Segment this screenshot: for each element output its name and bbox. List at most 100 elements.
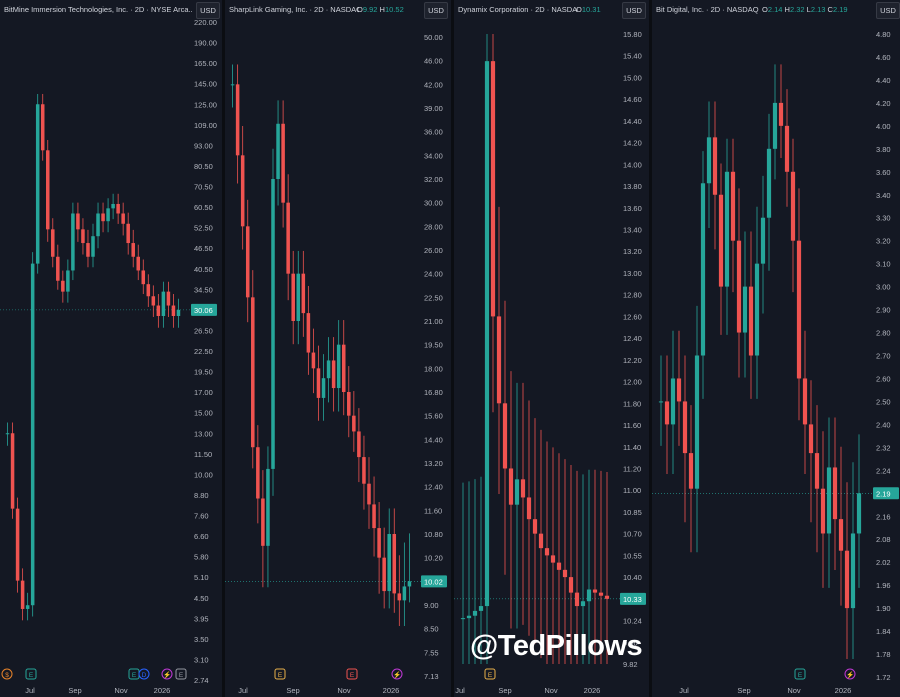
candle[interactable] xyxy=(306,285,311,375)
candle[interactable] xyxy=(490,34,496,413)
pane-divider[interactable] xyxy=(222,0,225,697)
candle[interactable] xyxy=(126,212,130,255)
candle[interactable] xyxy=(261,470,265,588)
candle[interactable] xyxy=(520,382,526,625)
candle[interactable] xyxy=(550,447,556,664)
candle[interactable] xyxy=(604,472,610,664)
candle[interactable] xyxy=(682,355,688,523)
candle[interactable] xyxy=(736,188,742,378)
candle[interactable] xyxy=(271,148,275,496)
candle[interactable] xyxy=(301,250,306,337)
candle[interactable] xyxy=(688,405,694,553)
candle[interactable] xyxy=(15,497,20,593)
candle[interactable] xyxy=(562,459,568,664)
candle[interactable] xyxy=(251,270,255,469)
currency-button[interactable]: USD xyxy=(196,2,220,19)
candle[interactable] xyxy=(281,100,285,228)
candle[interactable] xyxy=(754,206,760,399)
candle[interactable] xyxy=(387,508,391,609)
candle[interactable] xyxy=(245,199,250,323)
candle[interactable] xyxy=(121,202,125,236)
candle[interactable] xyxy=(802,330,808,474)
earnings-event-icon[interactable]: E xyxy=(128,668,140,680)
earnings-event-icon[interactable]: E xyxy=(484,668,496,680)
candle[interactable] xyxy=(61,270,65,303)
chart-pane-dynamix[interactable]: 15.80 15.40 15.00 14.60 14.40 14.20 14.00 13.80… xyxy=(454,0,649,697)
chart-pane-sharplink[interactable]: 50.00 46.00 42.00 39.00 36.00 34.00 32.00 30.00… xyxy=(225,0,451,697)
candle[interactable] xyxy=(352,391,356,452)
candle[interactable] xyxy=(407,533,412,603)
candle[interactable] xyxy=(700,151,706,399)
candle[interactable] xyxy=(266,446,270,588)
candle[interactable] xyxy=(402,542,407,627)
candle[interactable] xyxy=(808,380,814,523)
currency-button[interactable]: USD xyxy=(424,2,448,19)
candle[interactable] xyxy=(478,476,484,664)
candle[interactable] xyxy=(91,223,95,268)
candle[interactable] xyxy=(116,193,120,224)
chart-svg-sharplink[interactable]: 50.00 46.00 42.00 39.00 36.00 34.00 32.00 30.00… xyxy=(225,0,451,697)
candle[interactable] xyxy=(151,285,156,317)
candle[interactable] xyxy=(460,482,466,664)
candle[interactable] xyxy=(101,202,105,233)
currency-button[interactable]: USD xyxy=(622,2,646,19)
candle[interactable] xyxy=(580,474,586,664)
candle[interactable] xyxy=(832,417,838,571)
pane-divider[interactable] xyxy=(451,0,454,697)
candle[interactable] xyxy=(96,202,100,249)
candle[interactable] xyxy=(742,231,748,378)
candle[interactable] xyxy=(466,481,472,664)
candle[interactable] xyxy=(5,422,10,446)
candle[interactable] xyxy=(592,469,598,664)
candle[interactable] xyxy=(362,435,366,510)
candle[interactable] xyxy=(796,188,802,421)
candle[interactable] xyxy=(838,446,844,606)
candle[interactable] xyxy=(276,100,280,206)
candle[interactable] xyxy=(844,482,850,660)
candle[interactable] xyxy=(760,175,766,314)
candle[interactable] xyxy=(66,259,70,303)
candle[interactable] xyxy=(321,354,326,421)
candle[interactable] xyxy=(502,300,508,575)
candle[interactable] xyxy=(176,298,181,328)
candle[interactable] xyxy=(772,64,778,180)
candle[interactable] xyxy=(814,405,820,553)
candle[interactable] xyxy=(730,138,736,293)
candle[interactable] xyxy=(336,320,341,412)
candle[interactable] xyxy=(131,229,135,268)
candle[interactable] xyxy=(256,425,260,524)
candle[interactable] xyxy=(568,465,574,664)
candle[interactable] xyxy=(56,244,60,290)
candle[interactable] xyxy=(820,431,826,588)
candle[interactable] xyxy=(508,371,514,629)
candle[interactable] xyxy=(484,34,490,664)
candle[interactable] xyxy=(784,89,790,207)
candle[interactable] xyxy=(712,101,718,250)
candle[interactable] xyxy=(574,470,580,664)
candle[interactable] xyxy=(367,457,371,529)
candle[interactable] xyxy=(45,139,50,242)
news-event-icon[interactable]: ⚡ xyxy=(161,668,173,680)
candle[interactable] xyxy=(311,328,316,394)
candle[interactable] xyxy=(86,229,90,268)
candle[interactable] xyxy=(136,244,141,281)
candle[interactable] xyxy=(347,366,351,438)
earnings-event-icon[interactable]: E xyxy=(274,668,286,680)
candle[interactable] xyxy=(25,592,30,621)
candle[interactable] xyxy=(81,218,85,255)
candle[interactable] xyxy=(372,476,376,557)
candle[interactable] xyxy=(141,259,146,295)
candle[interactable] xyxy=(538,429,544,659)
candle[interactable] xyxy=(496,206,502,494)
candle[interactable] xyxy=(166,281,171,317)
candle[interactable] xyxy=(526,400,532,636)
candle[interactable] xyxy=(664,355,670,474)
earnings-event-icon[interactable]: E xyxy=(346,668,358,680)
news-event-icon[interactable]: ⚡ xyxy=(391,668,403,680)
candle[interactable] xyxy=(694,305,700,553)
candle[interactable] xyxy=(724,138,730,335)
earnings-event-icon[interactable]: E xyxy=(25,668,37,680)
currency-button[interactable]: USD xyxy=(876,2,900,19)
chart-pane-bitdigital[interactable]: 4.80 4.60 4.40 4.20 4.00 3.80 3.60 3.40 3.30 3.20… xyxy=(652,0,900,697)
candle[interactable] xyxy=(676,330,682,446)
